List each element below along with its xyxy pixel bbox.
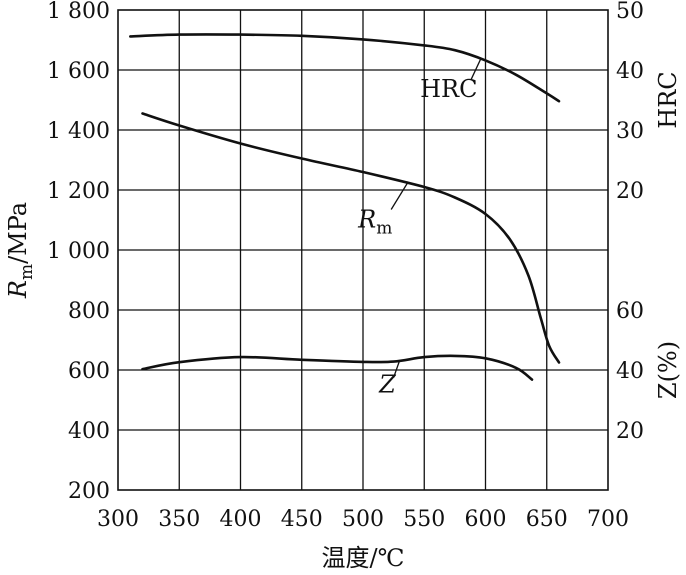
x-tick-labels: 300 350 400 450 500 550 600 650 700 — [97, 507, 629, 532]
left-tick-label: 600 — [68, 359, 110, 384]
grid-lines — [118, 10, 608, 490]
left-tick-label: 800 — [68, 299, 110, 324]
x-tick-label: 450 — [281, 507, 323, 532]
x-tick-label: 600 — [465, 507, 507, 532]
leader-line-rm — [390, 181, 409, 210]
right-tick-label-z: 60 — [616, 299, 644, 324]
plot-frame — [117, 9, 609, 491]
left-tick-label: 1 400 — [47, 119, 110, 144]
leader-line-z — [393, 359, 401, 378]
x-tick-label: 500 — [342, 507, 384, 532]
right-tick-labels: 20 30 40 50 20 40 60 — [616, 0, 644, 444]
right-tick-label-z: 20 — [616, 419, 644, 444]
right-axis-title-z: Z(%) — [654, 341, 682, 399]
left-axis-title-main: R — [4, 280, 32, 299]
x-tick-label: 650 — [526, 507, 568, 532]
x-axis-title: 温度/℃ — [322, 544, 405, 572]
series-label-rm: Rm — [357, 206, 392, 239]
left-axis-title-unit: /MPa — [4, 202, 32, 264]
right-tick-label-z: 40 — [616, 359, 644, 384]
series-line-z — [141, 354, 534, 381]
left-tick-labels: 200 400 600 800 1 000 1 200 1 400 1 600 1 800 — [47, 0, 110, 504]
right-tick-label-hrc: 40 — [616, 59, 644, 84]
series-label-rm-main: R — [357, 206, 376, 234]
right-tick-label-hrc: 30 — [616, 119, 644, 144]
left-tick-label: 1 000 — [47, 239, 110, 264]
x-tick-label: 550 — [403, 507, 445, 532]
right-tick-label-hrc: 20 — [616, 179, 644, 204]
series-line-hrc — [129, 33, 561, 103]
series-line-rm — [141, 112, 561, 364]
series-label-hrc: HRC — [420, 75, 477, 103]
series-label-z: Z — [378, 371, 397, 399]
left-tick-label: 1 800 — [47, 0, 110, 24]
left-tick-label: 400 — [68, 419, 110, 444]
left-tick-label: 1 200 — [47, 179, 110, 204]
series-lines — [129, 33, 561, 381]
left-axis-title-sub: m — [17, 264, 37, 280]
left-axis-title: Rm/MPa — [4, 202, 37, 299]
left-tick-label: 1 600 — [47, 59, 110, 84]
series-label-rm-sub: m — [376, 219, 392, 239]
x-tick-label: 300 — [97, 507, 139, 532]
x-tick-label: 400 — [220, 507, 262, 532]
right-axis-title-hrc: HRC — [654, 71, 682, 128]
leader-line-hrc — [470, 58, 482, 81]
x-tick-label: 350 — [158, 507, 200, 532]
left-tick-label: 200 — [68, 479, 110, 504]
x-tick-label: 700 — [587, 507, 629, 532]
series-labels: HRC Rm Z — [357, 58, 482, 399]
right-tick-label-hrc: 50 — [616, 0, 644, 24]
